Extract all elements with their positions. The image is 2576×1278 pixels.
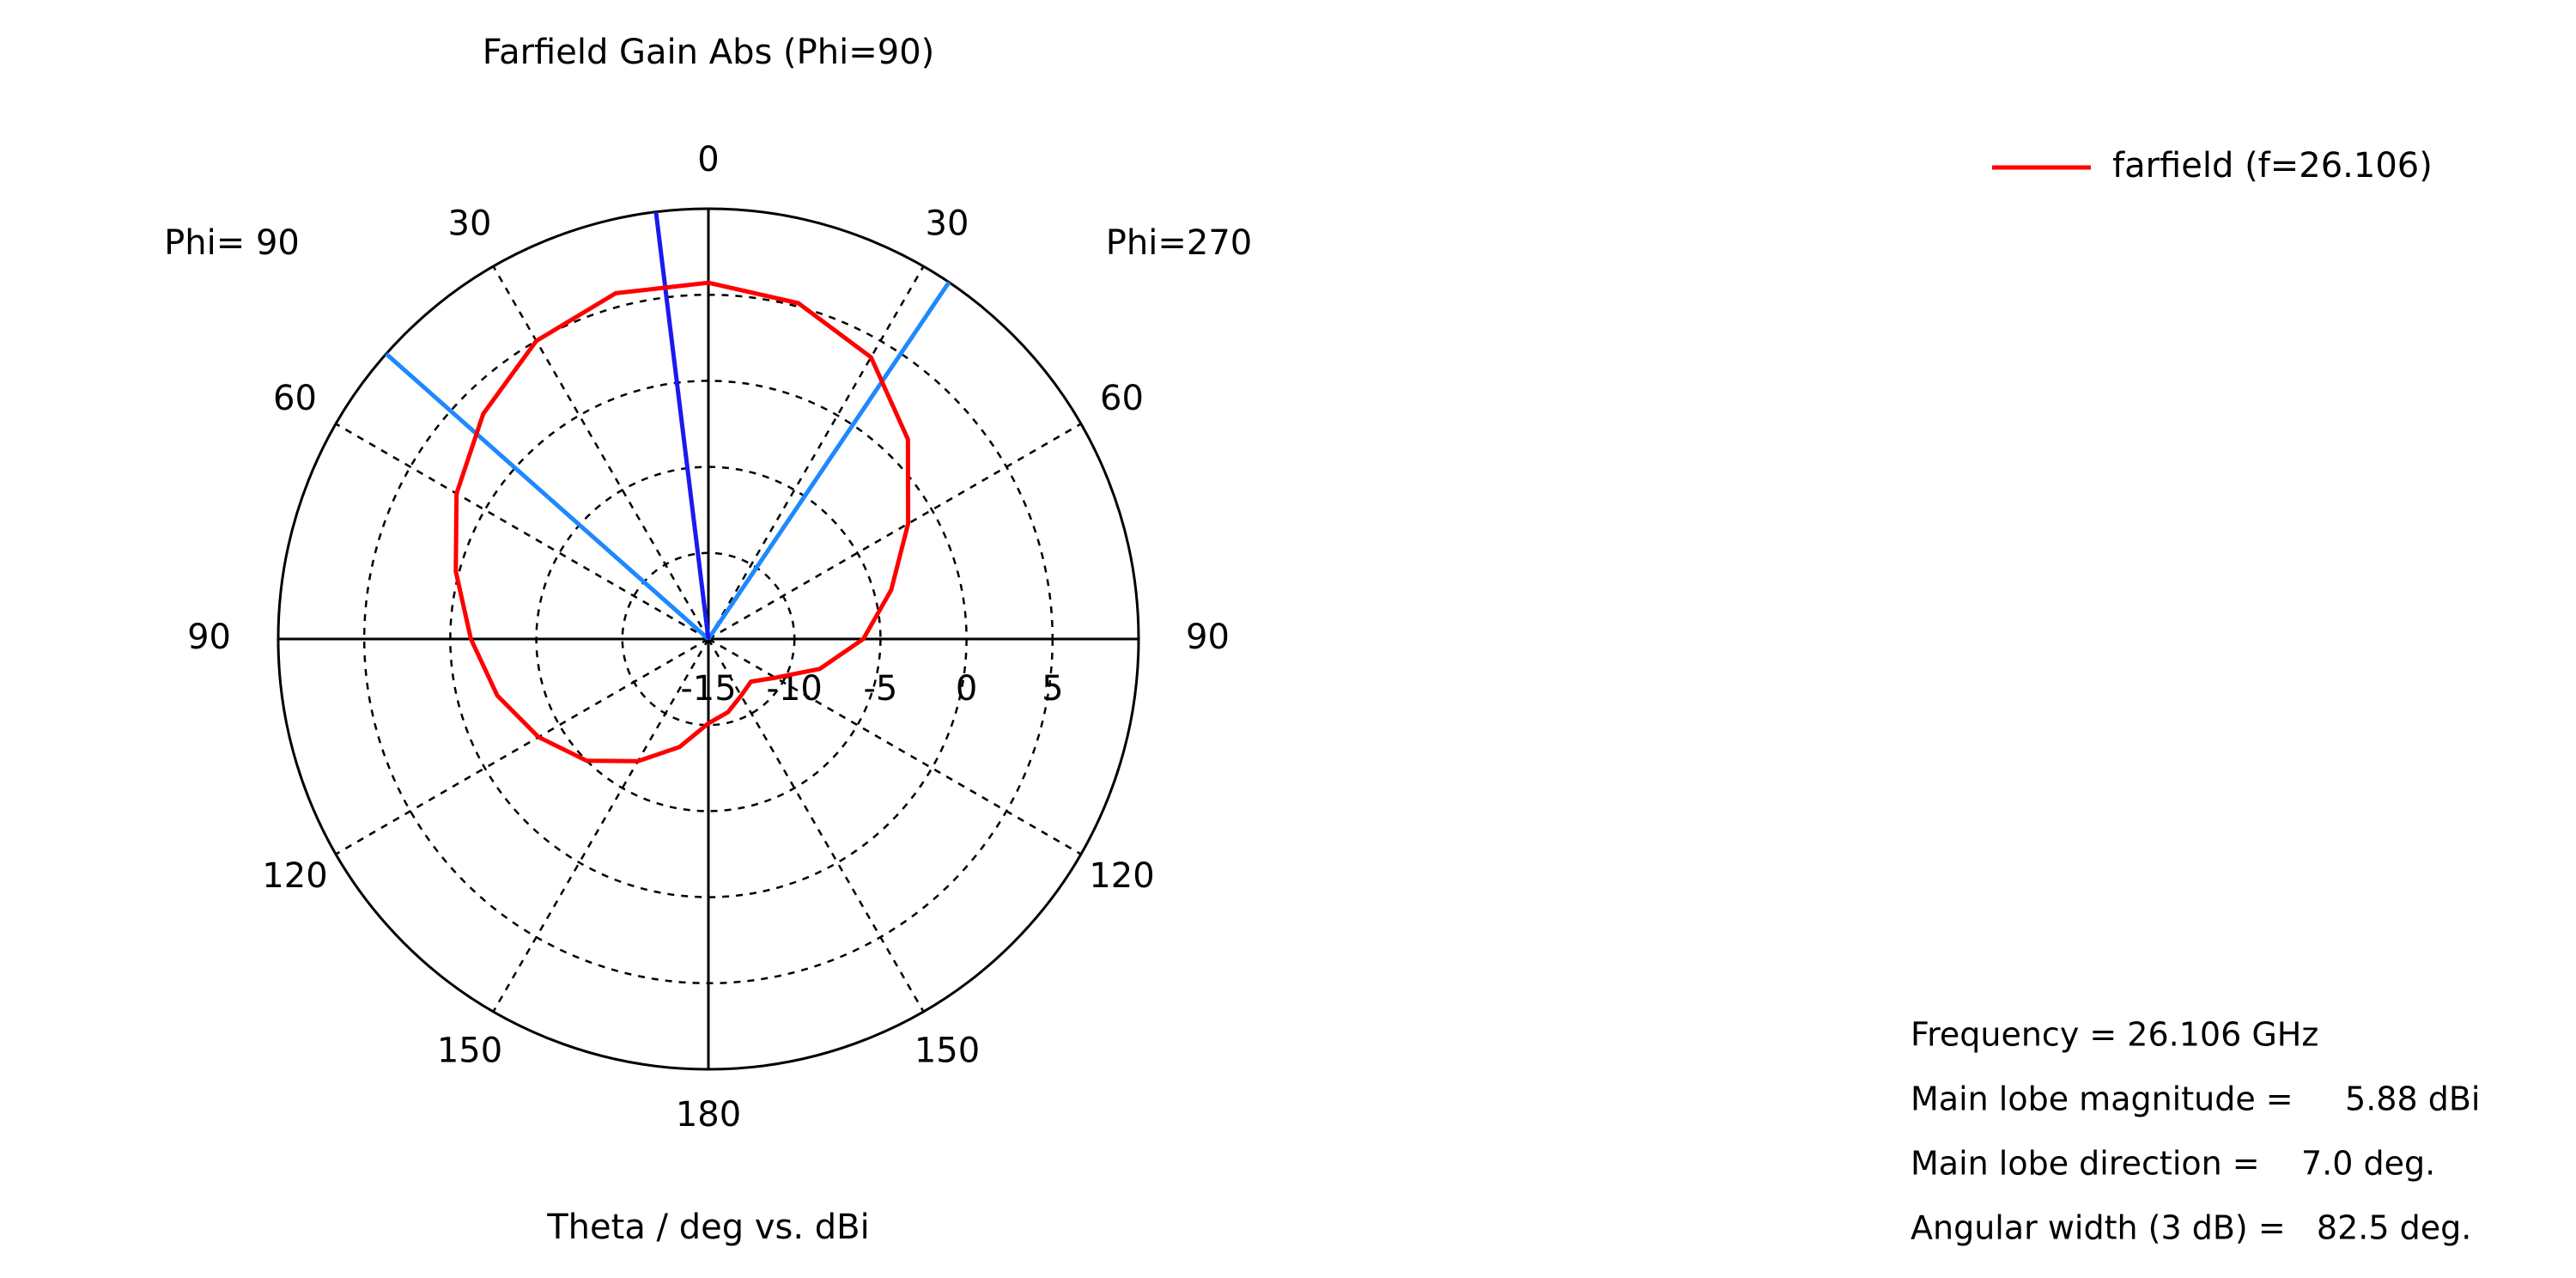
angle-tick-label: 180 xyxy=(676,1095,741,1135)
info-line: Frequency = 26.106 GHz xyxy=(1911,1016,2318,1054)
angle-grid-line xyxy=(708,423,1082,641)
angle-tick-label: 90 xyxy=(1186,618,1230,657)
axis-label: Theta / deg vs. dBi xyxy=(546,1208,870,1247)
r-tick-label: -15 xyxy=(680,669,736,709)
angle-tick-label: 0 xyxy=(697,140,719,180)
angle-tick-label: 60 xyxy=(1100,379,1144,418)
series-line xyxy=(453,280,911,764)
ring-grid-line xyxy=(449,380,968,898)
ring-grid-line xyxy=(535,466,882,812)
right-label: Phi=270 xyxy=(1106,223,1252,263)
info-line: Main lobe direction = 7.0 deg. xyxy=(1911,1145,2435,1183)
angle-grid-line xyxy=(492,265,710,640)
angle-tick-label: 30 xyxy=(926,204,969,243)
angle-grid-line xyxy=(707,265,925,640)
info-line: Angular width (3 dB) = 82.5 deg. xyxy=(1911,1209,2471,1247)
legend-label: farfield (f=26.106) xyxy=(2112,146,2433,186)
angle-tick-label: 150 xyxy=(437,1032,502,1071)
angle-tick-label: 120 xyxy=(262,856,327,896)
info-line: Main lobe magnitude = 5.88 dBi xyxy=(1911,1080,2480,1118)
left-label: Phi= 90 xyxy=(164,223,300,263)
ring-grid-line xyxy=(362,293,1054,985)
angle-tick-label: 150 xyxy=(914,1032,980,1071)
angle-grid-line xyxy=(708,637,1082,855)
angle-grid-line xyxy=(335,637,709,855)
r-tick-label: -5 xyxy=(863,669,897,709)
beam-edge-line xyxy=(706,281,951,641)
chart-title: Farfield Gain Abs (Phi=90) xyxy=(483,33,935,72)
main-lobe-line xyxy=(653,211,711,640)
angle-tick-label: 30 xyxy=(448,204,492,243)
r-tick-label: 0 xyxy=(956,669,977,709)
angle-grid-line xyxy=(335,423,709,641)
angle-tick-label: 120 xyxy=(1089,856,1154,896)
beam-edge-line xyxy=(385,352,710,641)
ring-grid-line xyxy=(621,551,796,727)
angle-grid-line xyxy=(707,638,925,1013)
angle-tick-label: 90 xyxy=(187,618,231,657)
outer-ring xyxy=(276,207,1140,1071)
angle-tick-label: 60 xyxy=(273,379,317,418)
angle-grid-line xyxy=(492,638,710,1013)
r-tick-label: 5 xyxy=(1042,669,1063,709)
